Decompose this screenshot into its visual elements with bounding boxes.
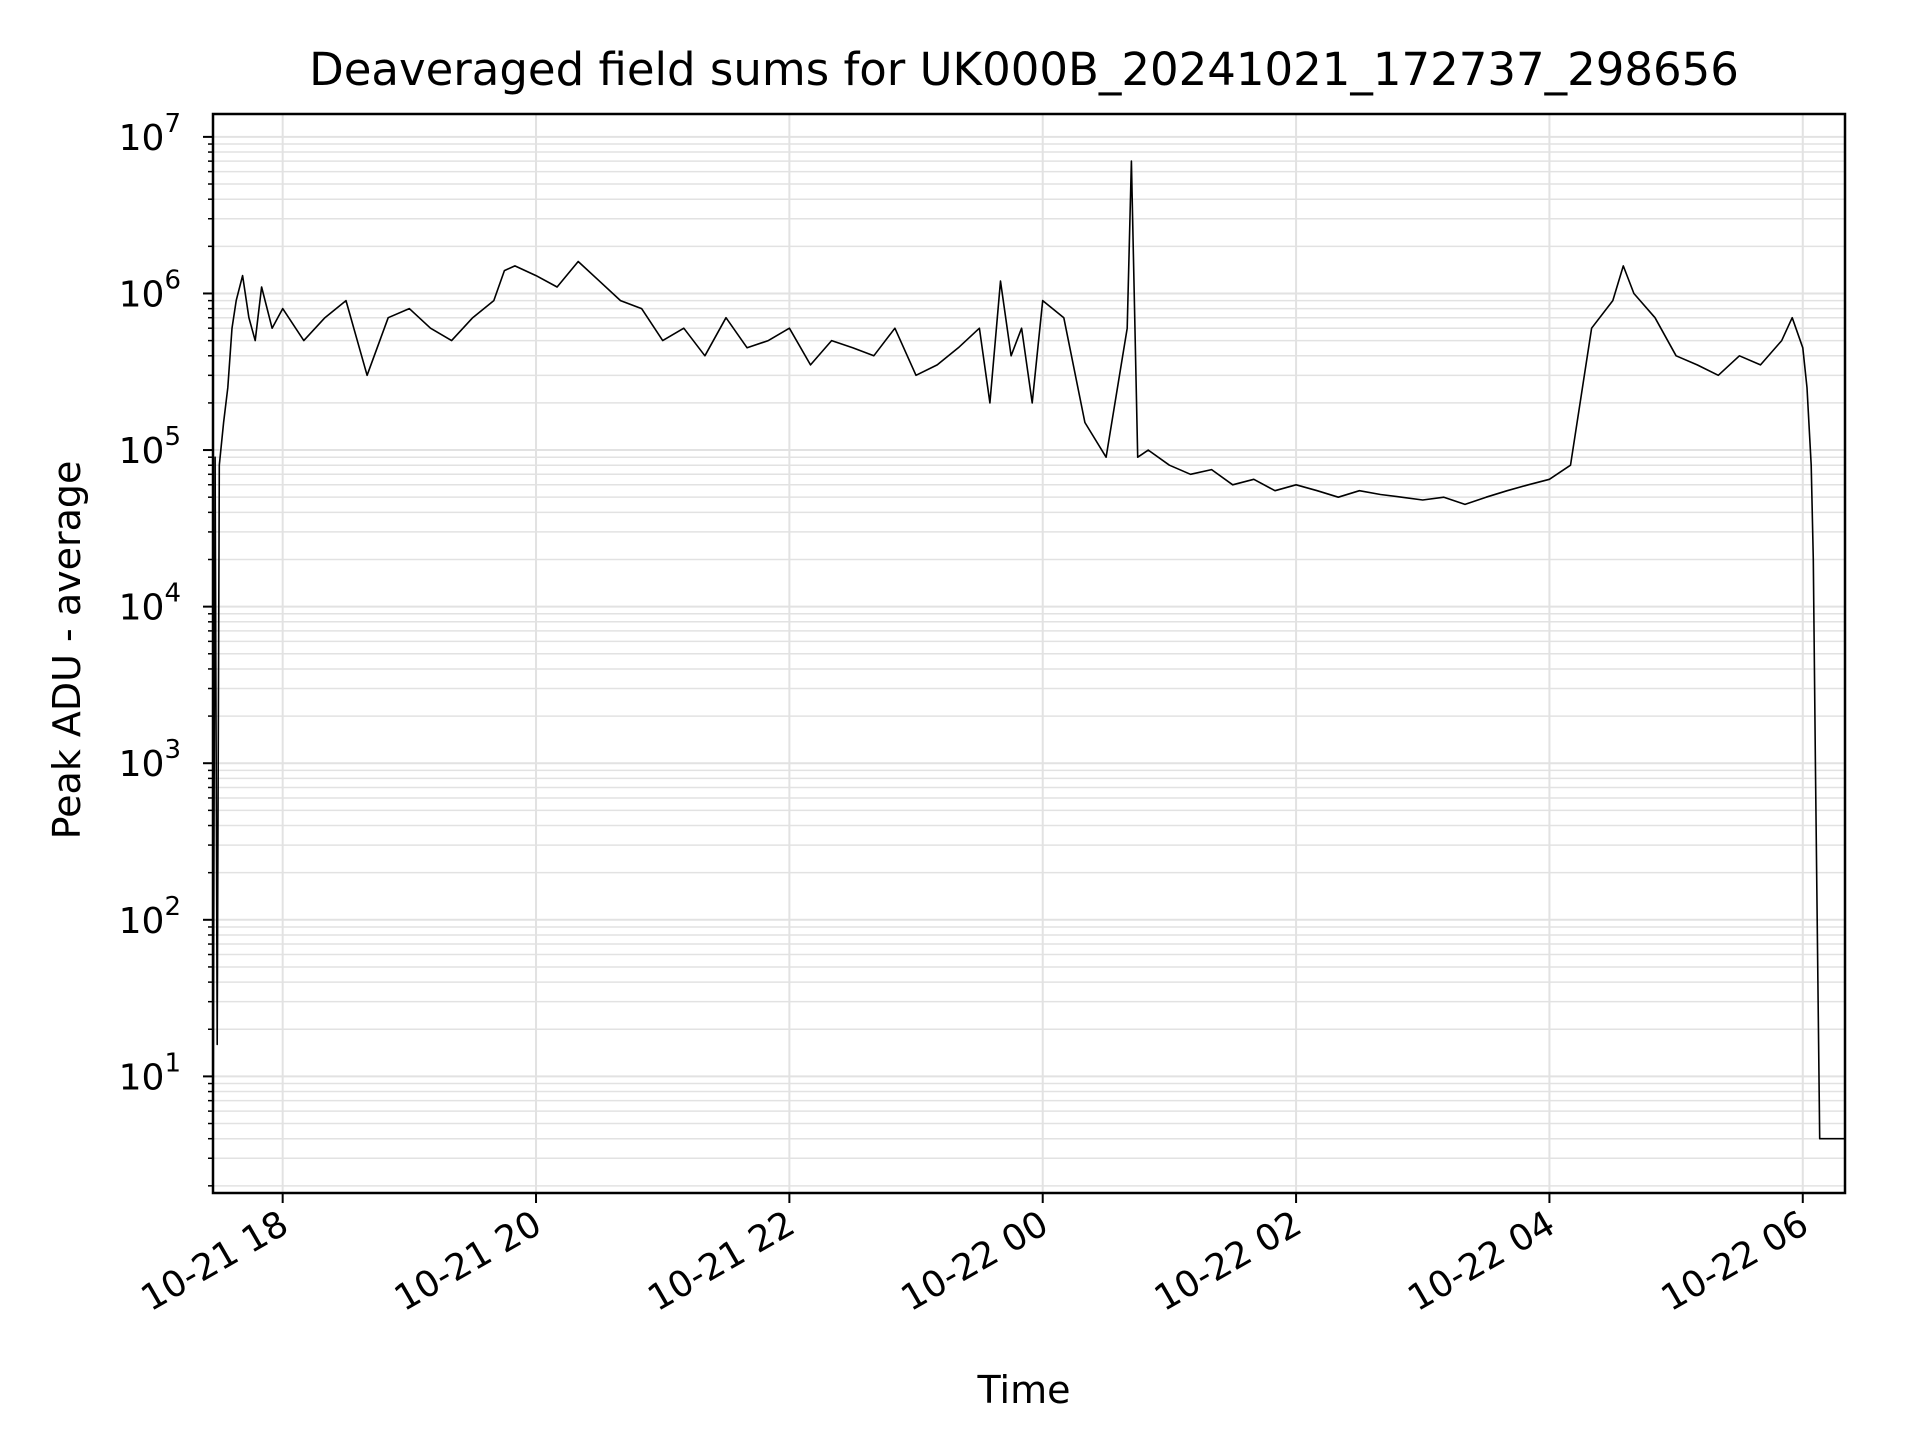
x-tick-label: 10-22 02 — [1148, 1203, 1309, 1319]
x-tick-label: 10-21 20 — [388, 1203, 549, 1319]
y-tick-label: 103 — [119, 735, 181, 785]
x-tick-label: 10-22 00 — [895, 1203, 1056, 1319]
x-axis-label: Time — [977, 1368, 1071, 1412]
y-tick-label: 102 — [119, 892, 181, 942]
y-tick-label: 105 — [119, 422, 181, 472]
y-tick-label: 107 — [119, 109, 181, 159]
y-axis-label: Peak ADU - average — [45, 461, 89, 840]
y-tick-label: 101 — [119, 1048, 181, 1098]
chart-title: Deaveraged field sums for UK000B_2024102… — [309, 43, 1739, 96]
x-tick-label: 10-22 04 — [1401, 1203, 1562, 1319]
x-tick-label: 10-21 22 — [641, 1203, 802, 1319]
x-axis-ticks: 10-21 18 10-21 20 10-21 22 10-22 00 10-22 02… — [134, 1193, 1815, 1320]
data-series — [212, 160, 1845, 1186]
y-tick-label: 104 — [119, 579, 181, 629]
x-tick-label: 10-21 18 — [134, 1203, 295, 1319]
series-line — [212, 160, 1845, 1186]
grid-lines — [213, 114, 1845, 1193]
x-tick-label: 10-22 06 — [1655, 1203, 1816, 1319]
y-axis-ticks: 101 102 103 104 105 106 107 — [119, 109, 213, 1187]
y-tick-label: 106 — [119, 265, 181, 315]
